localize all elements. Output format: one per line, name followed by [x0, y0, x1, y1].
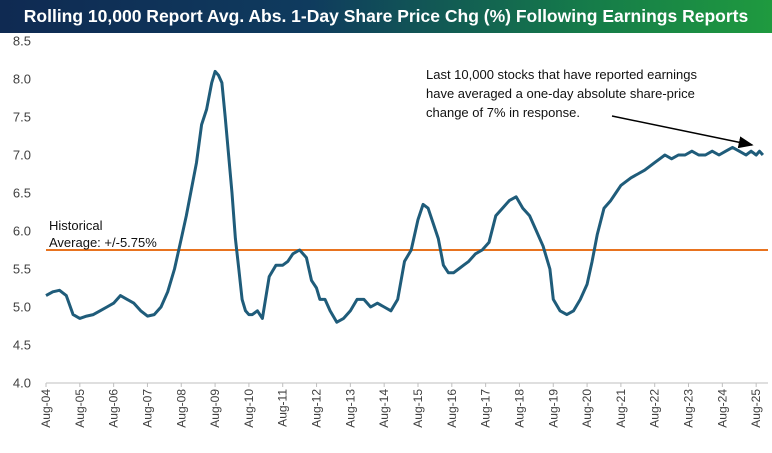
x-tick-label: Aug-08	[174, 389, 188, 428]
y-tick-label: 8.5	[13, 34, 31, 49]
x-tick-label: Aug-16	[445, 389, 459, 428]
x-tick-label: Aug-14	[377, 389, 391, 428]
x-tick-label: Aug-17	[479, 389, 493, 428]
y-tick-label: 4.5	[13, 338, 31, 353]
x-tick-label: Aug-07	[140, 389, 154, 428]
x-tick-label: Aug-15	[411, 389, 425, 428]
x-tick-label: Aug-25	[749, 389, 763, 428]
annotation-text-line: change of 7% in response.	[426, 105, 580, 120]
reference-line-group: Historical Average: +/-5.75%	[46, 218, 768, 251]
annotation-text-line: Last 10,000 stocks that have reported ea…	[426, 67, 698, 82]
y-tick-label: 6.5	[13, 186, 31, 201]
x-tick-label: Aug-19	[546, 389, 560, 428]
x-axis: Aug-04 Aug-05 Aug-06 Aug-07 Aug-08 Aug-09 Aug-…	[39, 382, 768, 428]
annotation-arrow	[611, 115, 754, 149]
y-tick-label: 8.0	[13, 72, 31, 87]
annotation-group: Last 10,000 stocks that have reported ea…	[426, 67, 754, 149]
x-tick-label: Aug-06	[107, 389, 121, 428]
reference-label-line1: Historical	[49, 218, 103, 233]
x-tick-label: Aug-11	[276, 389, 290, 427]
x-tick-label: Aug-21	[614, 389, 628, 428]
annotation-text-line: have averaged a one-day absolute share-p…	[426, 86, 695, 101]
reference-label-line2: Average: +/-5.75%	[49, 235, 157, 250]
x-tick-label: Aug-22	[648, 389, 662, 428]
chart-title: Rolling 10,000 Report Avg. Abs. 1-Day Sh…	[0, 0, 772, 33]
y-tick-label: 7.5	[13, 110, 31, 125]
y-tick-label: 7.0	[13, 148, 31, 163]
x-tick-label: Aug-05	[73, 389, 87, 428]
x-tick-label: Aug-18	[512, 389, 526, 428]
x-tick-label: Aug-12	[310, 389, 324, 428]
series-line	[45, 69, 765, 324]
x-tick-label: Aug-09	[208, 389, 222, 428]
x-tick-label: Aug-23	[682, 389, 696, 428]
x-tick-label: Aug-24	[715, 389, 729, 428]
y-tick-label: 5.0	[13, 300, 31, 315]
x-tick-label: Aug-10	[242, 389, 256, 428]
y-tick-label: 4.0	[13, 376, 31, 391]
x-tick-label: Aug-13	[343, 389, 357, 428]
x-tick-label: Aug-04	[39, 389, 53, 428]
series-group	[45, 69, 765, 324]
y-axis-ticks: 4.0 4.5 5.0 5.5 6.0 6.5 7.0 7.5 8.0 8.5	[13, 34, 31, 391]
y-tick-label: 6.0	[13, 224, 31, 239]
x-tick-label: Aug-20	[580, 389, 594, 428]
y-tick-label: 5.5	[13, 262, 31, 277]
